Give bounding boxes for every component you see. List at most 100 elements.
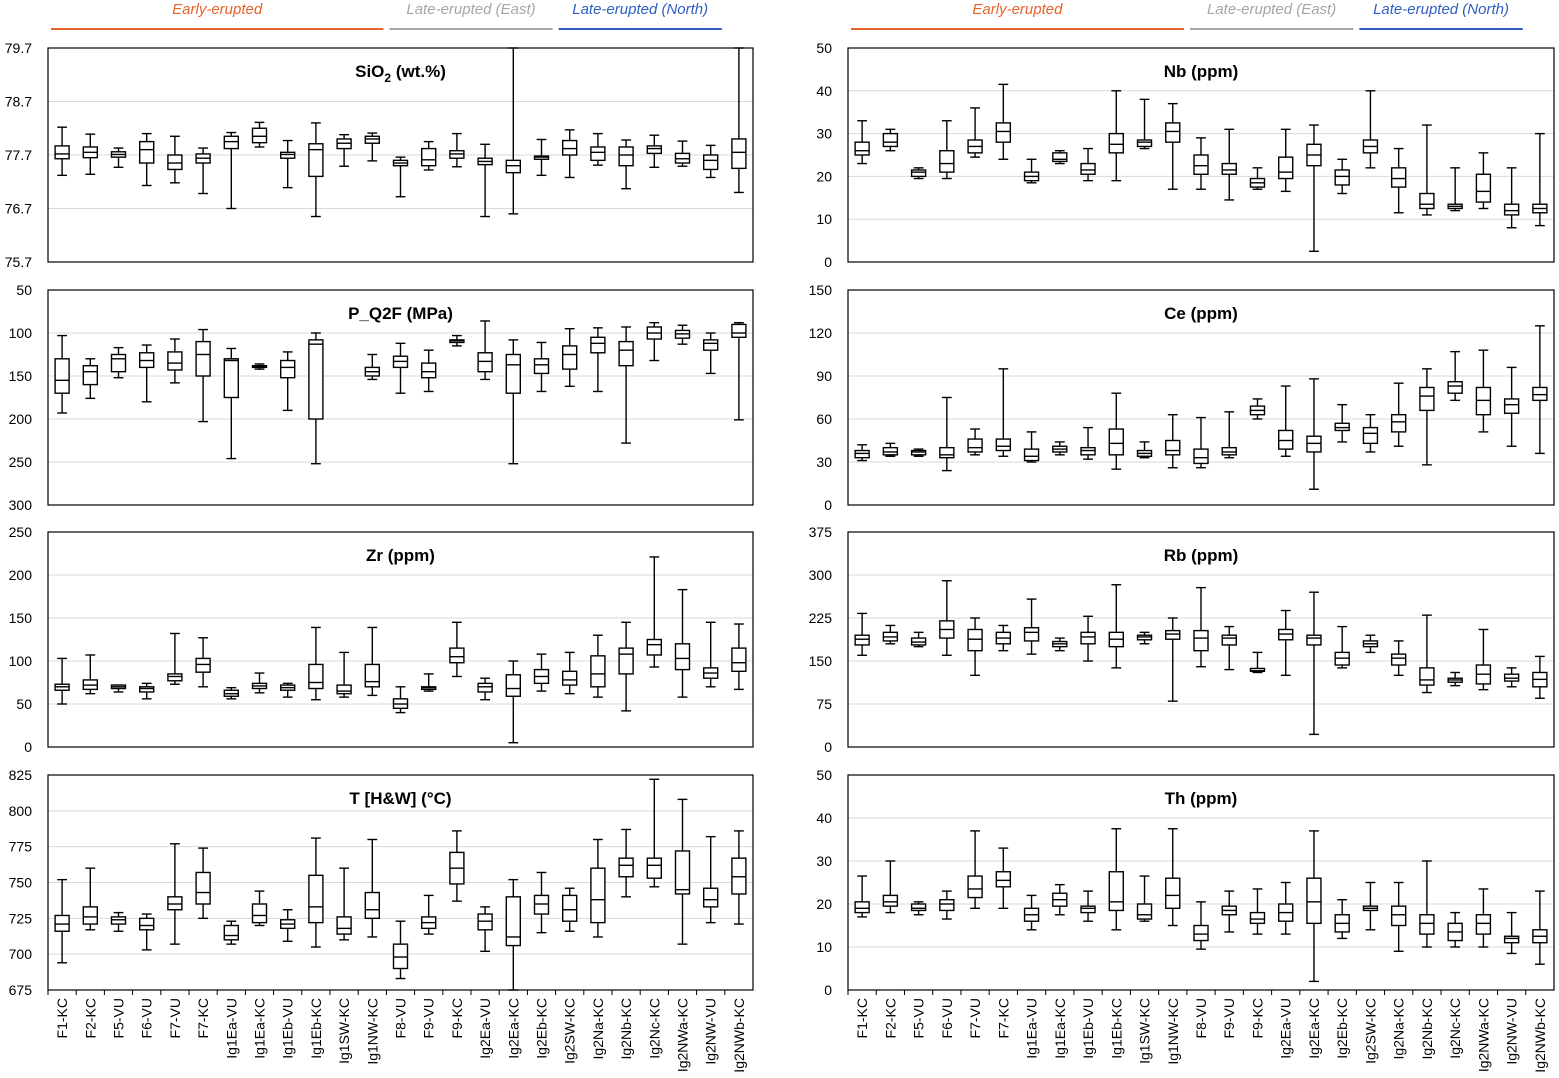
box-F8-VU	[392, 920, 409, 980]
y-tick-label: 225	[809, 610, 833, 626]
box-F5-VU	[910, 448, 927, 457]
box-F5-VU	[910, 901, 927, 916]
box-Ig2Nc-KC	[646, 134, 662, 169]
category-label: Ig2Na-KC	[1391, 998, 1407, 1059]
category-label: F6-VU	[939, 998, 955, 1038]
box-Ig1NW-KC	[1165, 828, 1181, 927]
category-label: Ig2NWa-KC	[675, 998, 691, 1072]
iqr-box	[1108, 871, 1124, 912]
group-label: Early-erupted	[172, 1, 263, 18]
iqr-box	[477, 352, 493, 373]
box-Ig2NW-VU	[703, 332, 719, 375]
box-Ig2Ea-KC	[505, 47, 521, 215]
iqr-box	[1503, 398, 1520, 414]
box-F6-VU	[138, 682, 155, 700]
box-F2-KC	[882, 128, 899, 152]
y-tick-label: 0	[824, 739, 832, 755]
box-Ig2Nc-KC	[1447, 671, 1463, 687]
iqr-box	[1249, 911, 1266, 925]
y-tick-label: 10	[816, 939, 832, 955]
box-F9-VU	[421, 140, 437, 171]
y-tick-label: 800	[9, 803, 33, 819]
box-F7-KC	[195, 328, 211, 423]
box-Ig2Ea-KC	[1306, 378, 1322, 490]
iqr-box	[703, 154, 719, 171]
iqr-box	[477, 682, 493, 693]
box-Ig2Nc-KC	[646, 321, 662, 362]
box-Ig1Ea-KC	[251, 121, 268, 148]
iqr-box	[1080, 905, 1096, 914]
box-Ig2Ea-KC	[505, 660, 521, 744]
iqr-box	[882, 446, 899, 456]
box-F5-VU	[110, 147, 127, 169]
category-label: Ig1Ea-KC	[1052, 998, 1068, 1059]
y-tick-label: 20	[816, 896, 832, 912]
box-Ig2SW-KC	[562, 651, 578, 695]
panel-title: Ce (ppm)	[1164, 304, 1238, 323]
y-tick-label: 250	[9, 454, 33, 470]
box-Ig2Ea-VU	[1278, 385, 1294, 457]
box-Ig2NWb-KC	[731, 321, 747, 421]
box-Ig2NW-VU	[1503, 667, 1520, 688]
y-tick-label: 100	[9, 653, 33, 669]
box-F9-VU	[1221, 128, 1237, 201]
iqr-box	[1334, 422, 1350, 432]
y-tick-label: 50	[16, 696, 32, 712]
box-Ig1Eb-KC	[308, 837, 324, 948]
box-F6-VU	[138, 913, 155, 951]
box-F7-KC	[995, 83, 1012, 160]
y-tick-label: 0	[824, 254, 832, 270]
iqr-box	[1136, 139, 1153, 148]
iqr-box	[995, 871, 1012, 888]
box-F9-VU	[1221, 411, 1237, 459]
iqr-box	[967, 438, 983, 453]
category-label: F5-VU	[111, 998, 127, 1038]
y-tick-label: 30	[816, 853, 832, 869]
category-label: Ig2Ea-VU	[1278, 998, 1294, 1059]
iqr-box	[364, 135, 380, 144]
category-label: F1-KC	[54, 998, 70, 1038]
iqr-box	[1023, 627, 1040, 642]
box-Ig1Eb-VU	[1080, 890, 1096, 922]
box-F9-VU	[421, 349, 437, 393]
iqr-box	[336, 684, 352, 695]
iqr-box	[854, 634, 870, 646]
box-F5-VU	[110, 346, 127, 379]
iqr-box	[1390, 167, 1407, 188]
category-label: Ig2Ea-KC	[1306, 998, 1322, 1059]
box-Ig2Nb-KC	[618, 326, 634, 444]
box-Ig1Ea-KC	[251, 363, 268, 370]
box-F7-KC	[195, 847, 211, 920]
iqr-box	[854, 901, 870, 914]
box-F9-KC	[1249, 398, 1266, 420]
y-tick-label: 120	[809, 325, 833, 341]
box-F7-KC	[195, 147, 211, 195]
iqr-box	[167, 351, 183, 371]
iqr-box	[54, 145, 70, 160]
box-Ig2SW-KC	[562, 328, 578, 388]
box-Ig2Na-KC	[590, 327, 606, 393]
box-Ig2NWa-KC	[1475, 152, 1492, 210]
iqr-box	[336, 916, 352, 935]
box-Ig2NWa-KC	[674, 798, 691, 945]
box-Ig2Na-KC	[1390, 382, 1407, 447]
panel-title: SiO2 (wt.%)	[355, 62, 446, 85]
group-label: Late-erupted (North)	[1373, 1, 1509, 18]
box-Ig2NWa-KC	[1475, 628, 1492, 691]
box-Ig1SW-KC	[1136, 98, 1153, 150]
iqr-box	[1447, 381, 1463, 394]
y-tick-label: 150	[9, 368, 33, 384]
iqr-box	[1419, 914, 1435, 935]
iqr-box	[195, 657, 211, 673]
iqr-box	[562, 345, 578, 370]
iqr-box	[392, 943, 409, 970]
y-tick-label: 100	[9, 325, 33, 341]
iqr-box	[1165, 439, 1181, 456]
category-label: Ig2Nc-KC	[1447, 998, 1463, 1059]
category-label: F1-KC	[854, 998, 870, 1038]
box-F8-VU	[1193, 901, 1209, 950]
iqr-box	[939, 150, 955, 173]
iqr-box	[1221, 162, 1237, 175]
box-F8-VU	[1193, 137, 1209, 190]
box-Ig1Eb-VU	[280, 682, 296, 698]
